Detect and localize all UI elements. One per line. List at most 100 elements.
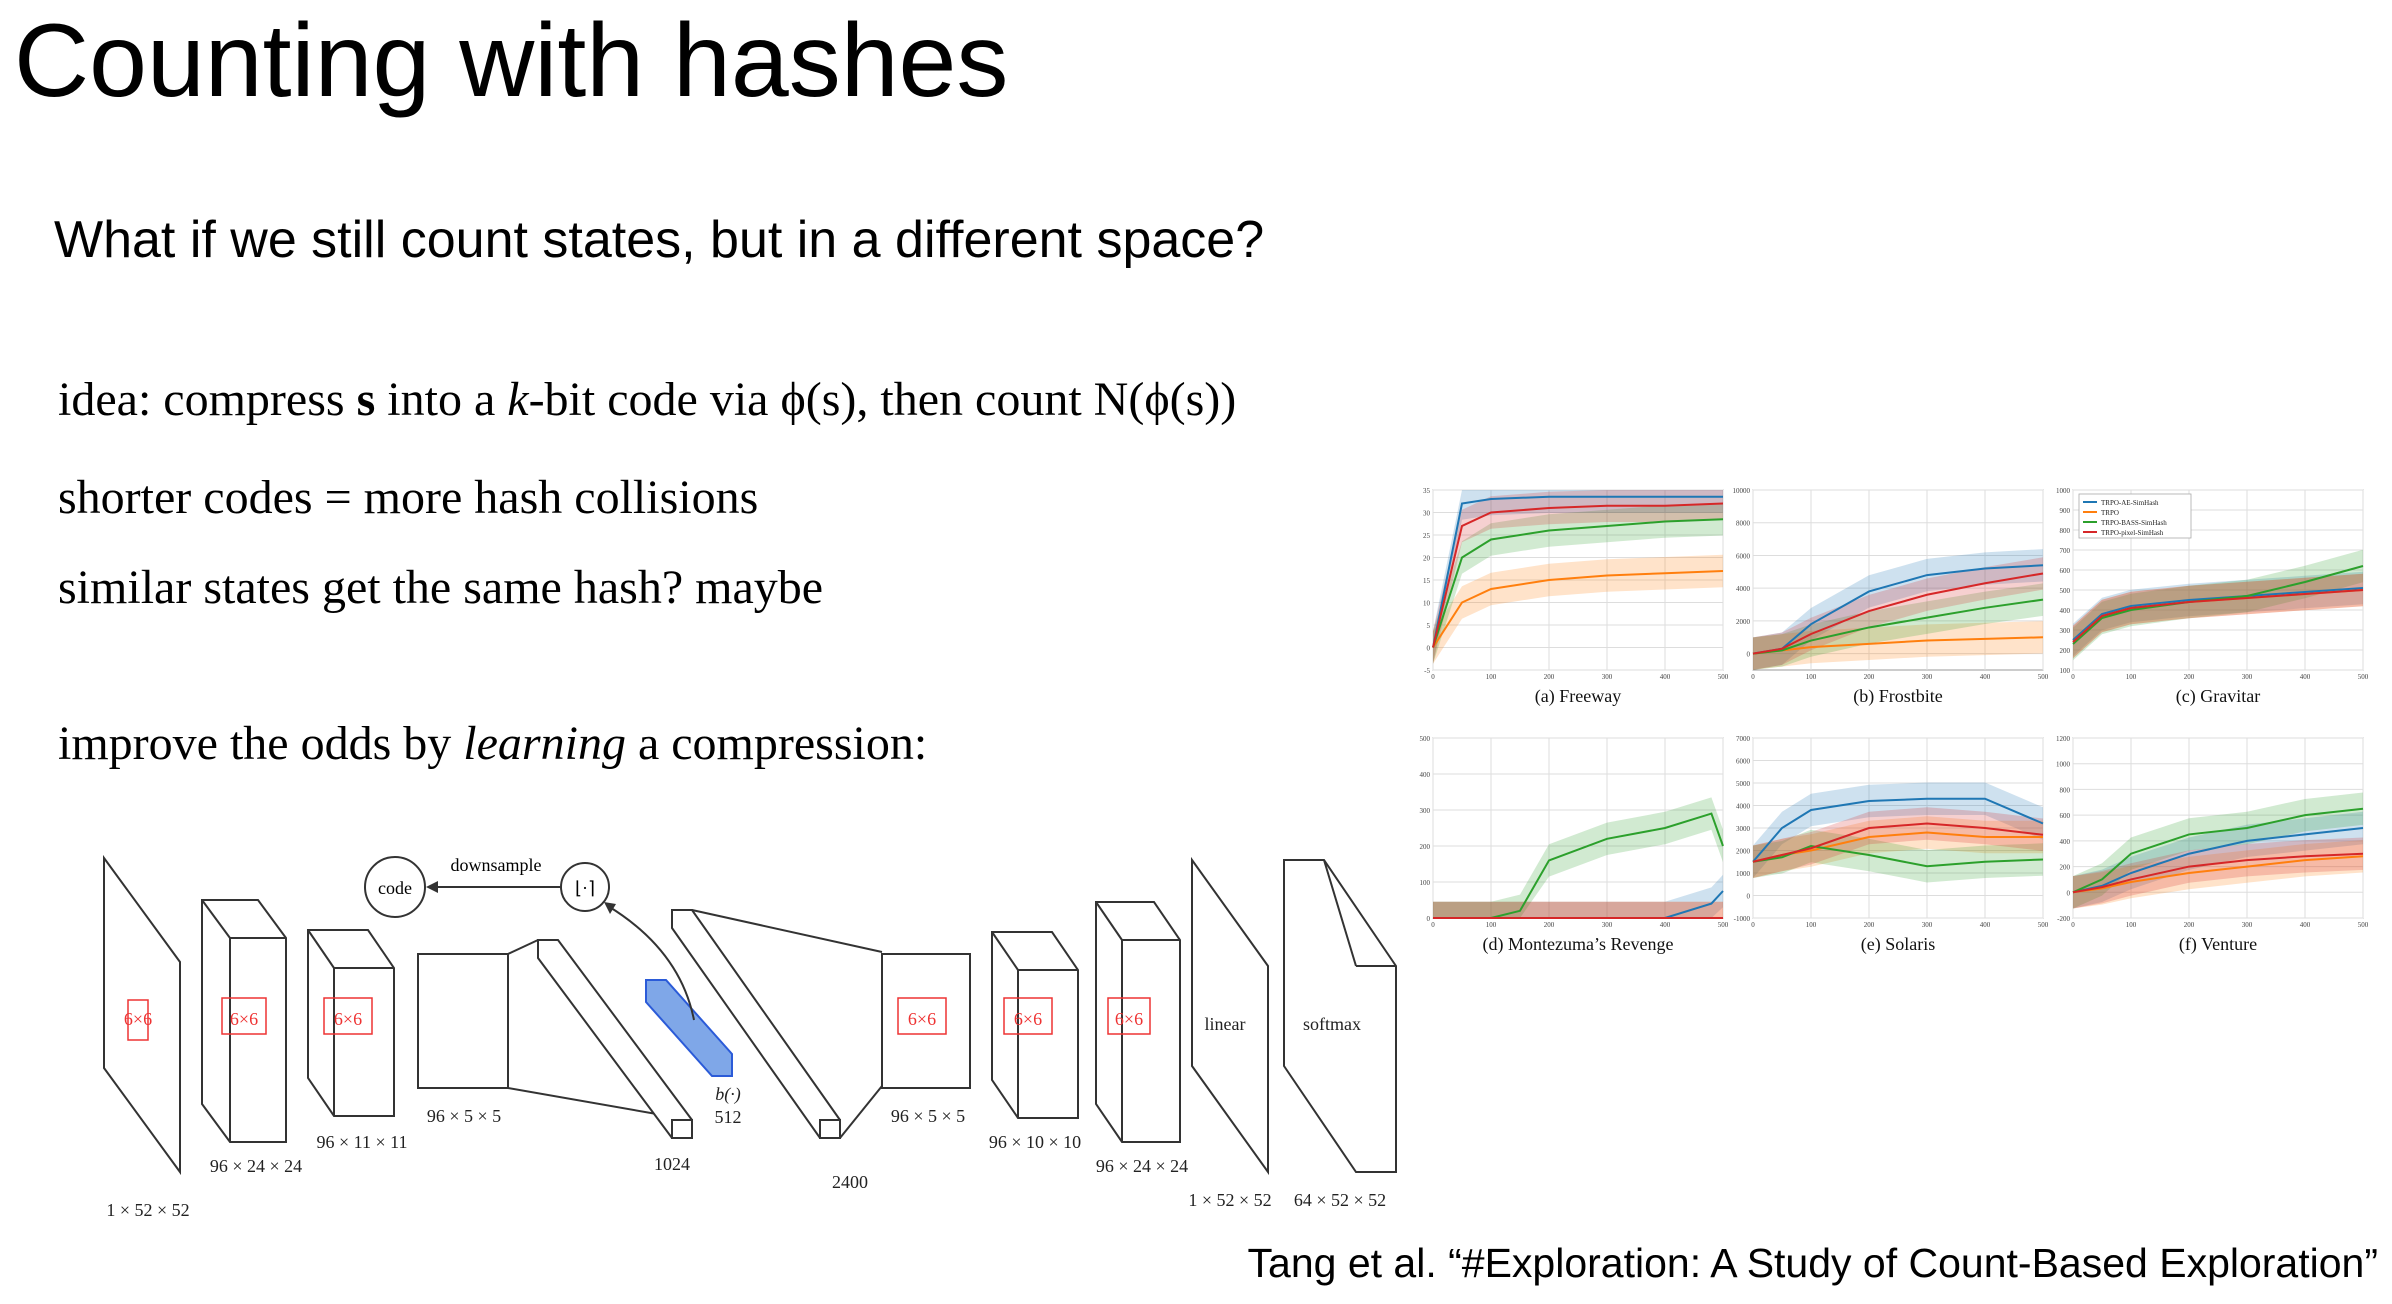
- series-line: [1752, 822, 2044, 863]
- series-line: [1752, 844, 2044, 868]
- series-line: [2072, 827, 2364, 894]
- x-tick-label: 200: [2184, 673, 2195, 681]
- series-band: [1753, 782, 2043, 878]
- y-tick-label: 100: [2060, 667, 2071, 675]
- y-tick-label: 200: [1420, 843, 1431, 851]
- x-tick-label: 200: [1864, 921, 1875, 929]
- x-tick-label: 200: [2184, 921, 2195, 929]
- x-tick-label: 200: [1864, 673, 1875, 681]
- conv1-layer: [201, 899, 287, 1143]
- x-tick-label: 300: [2242, 921, 2253, 929]
- y-tick-label: 20: [1423, 555, 1431, 563]
- y-tick-label: -5: [1424, 667, 1430, 675]
- conv3-layer: [417, 953, 509, 1089]
- series-band: [1753, 621, 2043, 670]
- x-tick-label: 500: [2358, 921, 2369, 929]
- y-tick-label: 400: [2060, 838, 2071, 846]
- series-band: [1753, 583, 2043, 670]
- y-tick-label: 10000: [1733, 487, 1751, 495]
- linear-layer: [1191, 856, 1269, 1176]
- x-tick-label: 0: [1431, 673, 1435, 681]
- kernel-label: 6×6: [1014, 1009, 1042, 1029]
- series-line: [1752, 598, 2044, 655]
- series-line: [1432, 502, 1724, 648]
- x-tick-label: 400: [1660, 921, 1671, 929]
- y-tick-label: 4000: [1736, 803, 1751, 811]
- y-tick-label: 200: [2060, 864, 2071, 872]
- chart-legend: TRPO-AE-SimHash TRPO TRPO-BASS-SimHash TRPO…: [2078, 493, 2192, 539]
- deconv2-layer: [991, 931, 1079, 1119]
- y-tick-label: 4000: [1736, 585, 1751, 593]
- y-tick-label: 700: [2060, 547, 2071, 555]
- x-tick-label: 400: [1980, 673, 1991, 681]
- code-node-label: code: [378, 878, 412, 898]
- deconv1-layer: [881, 953, 971, 1089]
- dim-label: 2400: [832, 1172, 868, 1192]
- x-tick-label: 0: [2071, 673, 2075, 681]
- y-tick-label: 900: [2060, 507, 2071, 515]
- linear-label: linear: [1205, 1014, 1246, 1034]
- series-line: [1752, 572, 2044, 655]
- x-tick-label: 400: [1660, 673, 1671, 681]
- y-tick-label: 1200: [2056, 735, 2071, 743]
- bullet-improve-em: learning: [463, 717, 626, 770]
- y-tick-label: 1000: [2056, 487, 2071, 495]
- citation: Tang et al. “#Exploration: A Study of Co…: [1247, 1240, 2378, 1286]
- legend-entry: TRPO: [2101, 509, 2119, 517]
- bullet-improve: improve the odds by learning a compressi…: [58, 716, 927, 771]
- bullet-idea-mid: into a: [375, 373, 508, 426]
- kernel-label: 6×6: [908, 1009, 936, 1029]
- x-tick-label: 500: [2038, 921, 2049, 929]
- dim-label: 96 × 24 × 24: [1096, 1156, 1188, 1176]
- b-size-label: 512: [715, 1107, 742, 1127]
- y-tick-label: 5: [1427, 622, 1431, 630]
- x-tick-label: 100: [1486, 921, 1497, 929]
- series-line: [2072, 852, 2364, 894]
- legend-entry: TRPO-AE-SimHash: [2101, 499, 2159, 507]
- bullet-idea-s: s: [356, 373, 376, 426]
- y-tick-label: 0: [2067, 889, 2071, 897]
- y-tick-label: 300: [2060, 627, 2071, 635]
- chart-title: (f) Venture: [2179, 934, 2257, 955]
- kernel-label: 6×6: [334, 1009, 362, 1029]
- x-tick-label: 500: [2038, 673, 2049, 681]
- x-tick-label: 500: [2358, 673, 2369, 681]
- dim-label: 64 × 52 × 52: [1294, 1190, 1386, 1210]
- y-tick-label: 100: [1420, 879, 1431, 887]
- x-tick-label: 300: [1602, 673, 1613, 681]
- y-tick-label: 6000: [1736, 758, 1751, 766]
- series-line: [1433, 812, 1724, 919]
- y-tick-label: 600: [2060, 567, 2071, 575]
- y-tick-label: 400: [2060, 607, 2071, 615]
- y-tick-label: 0: [1427, 645, 1431, 653]
- y-tick-label: 30: [1423, 510, 1431, 518]
- legend-entry: TRPO-BASS-SimHash: [2101, 519, 2167, 527]
- input-layer: [103, 854, 181, 1176]
- x-tick-label: 500: [1718, 921, 1729, 929]
- y-tick-label: 25: [1423, 532, 1431, 540]
- series-band: [2073, 549, 2363, 661]
- chart-panel: 0 2000 4000 6000 8000 10000 0 100 200 300 400 500 (b…: [1733, 487, 2049, 707]
- autoencoder-architecture-diagram: 6×6 6×6 6×6 6×6 6×6 6×6 code ⌊·⌉ downsam…: [103, 854, 1397, 1220]
- binary-code-layer: [645, 979, 733, 1077]
- y-tick-label: 200: [2060, 647, 2071, 655]
- x-tick-label: 400: [2300, 921, 2311, 929]
- y-tick-label: -200: [2057, 915, 2070, 923]
- series-band: [1753, 549, 2043, 670]
- x-tick-label: 100: [1806, 673, 1817, 681]
- dim-label: 96 × 5 × 5: [427, 1106, 501, 1126]
- y-tick-label: 1000: [2056, 761, 2071, 769]
- y-tick-label: 7000: [1736, 735, 1751, 743]
- y-tick-label: 2000: [1736, 848, 1751, 856]
- series-band: [1753, 807, 2043, 878]
- series-line: [1432, 518, 1724, 648]
- y-tick-label: 0: [1747, 893, 1751, 901]
- series-line: [2072, 855, 2364, 894]
- y-tick-label: 500: [1420, 735, 1431, 743]
- deconv3-layer: [1095, 901, 1181, 1143]
- dim-label: 1 × 52 × 52: [106, 1200, 189, 1220]
- y-tick-label: 800: [2060, 527, 2071, 535]
